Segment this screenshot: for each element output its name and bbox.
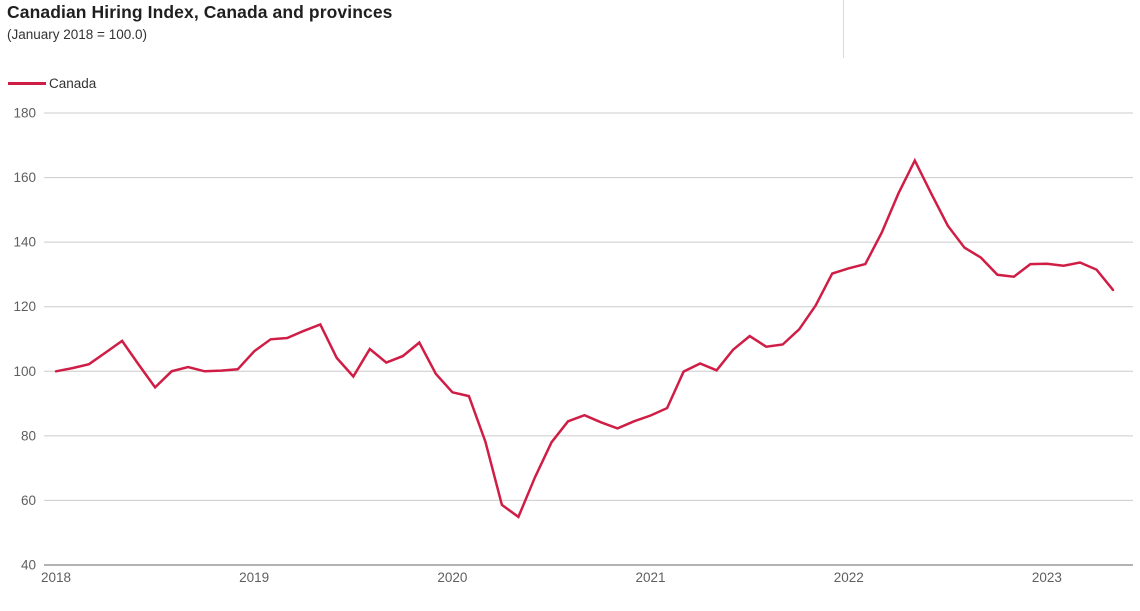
legend-label-canada: Canada (49, 75, 97, 91)
y-tick-label: 80 (21, 428, 36, 443)
chart-subtitle: (January 2018 = 100.0) (7, 27, 147, 42)
chart-title: Canadian Hiring Index, Canada and provin… (7, 2, 393, 22)
y-tick-label: 120 (13, 299, 36, 314)
x-tick-label: 2023 (1032, 570, 1062, 585)
x-tick-label: 2022 (834, 570, 864, 585)
x-tick-label: 2021 (636, 570, 666, 585)
y-tick-label: 60 (21, 493, 36, 508)
y-tick-label: 100 (13, 364, 36, 379)
y-tick-label: 180 (13, 106, 36, 121)
legend-line-swatch (8, 81, 46, 85)
column-divider (843, 0, 844, 58)
y-tick-label: 40 (21, 558, 36, 573)
legend: Canada (8, 75, 96, 91)
y-tick-label: 160 (13, 170, 36, 185)
x-tick-label: 2020 (437, 570, 467, 585)
x-tick-label: 2019 (239, 570, 269, 585)
canada-series-line (54, 157, 1115, 519)
y-tick-label: 140 (13, 235, 36, 250)
x-tick-label: 2018 (41, 570, 71, 585)
